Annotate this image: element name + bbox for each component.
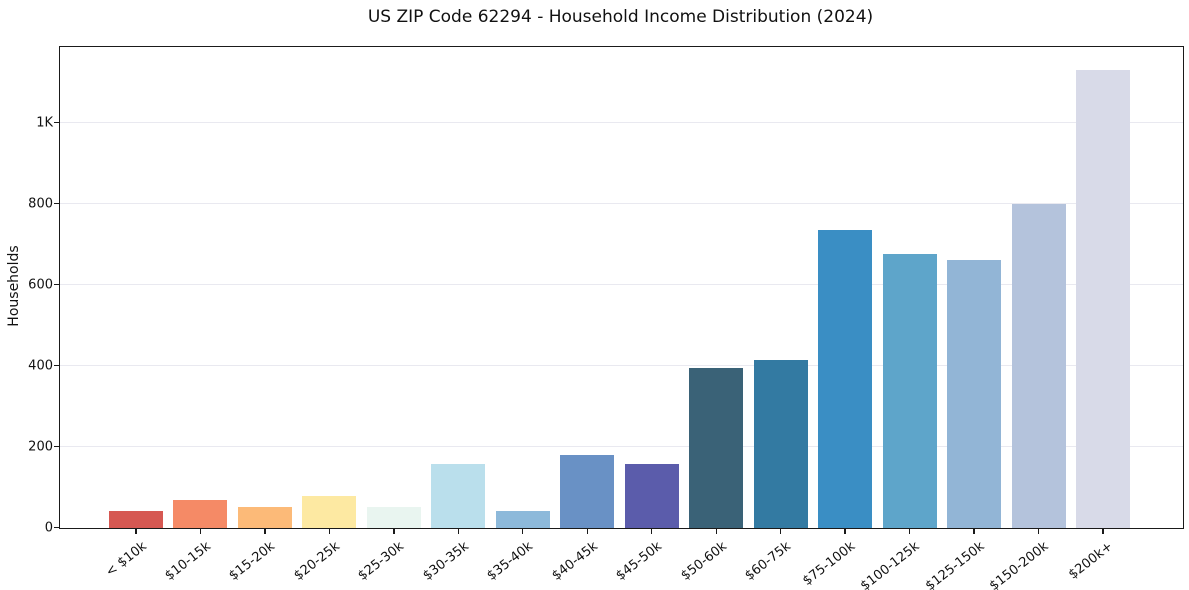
- x-tick-label-2: $10-15k: [162, 539, 214, 584]
- x-tick-mark-3: [264, 529, 266, 534]
- bar-100-125k: [882, 253, 937, 528]
- bar-35-40k: [495, 511, 550, 528]
- x-tick-label-12: $75-100k: [800, 539, 859, 589]
- x-tick-label-16: $200k+: [1066, 539, 1117, 583]
- y-tick-mark-0: [54, 526, 59, 528]
- x-tick-mark-9: [651, 529, 653, 534]
- x-tick-mark-11: [779, 529, 782, 534]
- x-tick-label-9: $45-50k: [613, 539, 665, 584]
- x-tick-label-15: $150-200k: [987, 539, 1052, 590]
- bar-150-200k: [1011, 204, 1066, 528]
- y-tick-label-400: 400: [28, 358, 53, 374]
- gridline-1K: [60, 122, 1183, 124]
- x-tick-mark-8: [586, 529, 588, 534]
- x-tick-mark-15: [1037, 529, 1040, 534]
- x-tick-label-4: $20-25k: [291, 539, 343, 584]
- x-tick-label-13: $100-125k: [858, 539, 923, 590]
- y-axis-label: Households: [6, 245, 22, 327]
- bar-75-100k: [818, 229, 873, 528]
- gridline-800: [60, 203, 1183, 205]
- x-tick-mark-12: [844, 529, 846, 534]
- x-tick-label-3: $15-20k: [226, 539, 279, 584]
- bar-10k: [109, 511, 163, 528]
- x-tick-mark-16: [1102, 529, 1104, 534]
- y-tick-label-200: 200: [28, 439, 53, 455]
- x-tick-label-11: $60-75k: [742, 539, 794, 584]
- bar-10-15k: [173, 500, 228, 528]
- bar-125-150k: [947, 260, 1002, 528]
- y-tick-label-800: 800: [28, 196, 53, 212]
- y-tick-mark-1K: [54, 121, 59, 124]
- y-tick-label-600: 600: [28, 277, 53, 293]
- y-tick-mark-400: [54, 364, 59, 367]
- gridline-200: [60, 446, 1183, 448]
- x-tick-label-5: $25-30k: [355, 539, 408, 584]
- plot-area: 0 200 400 600 800 1K < $10k $10-15k $15-20k $20-2…: [28, 46, 1184, 590]
- x-tick-mark-7: [522, 529, 524, 534]
- x-tick-mark-6: [457, 529, 460, 534]
- x-tick-label-10: $50-60k: [677, 539, 730, 584]
- x-tick-label-7: $35-40k: [484, 539, 537, 584]
- bar-30-35k: [431, 464, 486, 528]
- bar-45-50k: [624, 464, 679, 528]
- y-tick-mark-800: [54, 202, 59, 205]
- gridline-400: [60, 365, 1183, 367]
- bar-20-25k: [302, 495, 357, 528]
- y-tick-mark-600: [54, 283, 59, 286]
- chart-title: US ZIP Code 62294 - Household Income Dis…: [367, 7, 874, 27]
- x-tick-mark-10: [715, 529, 717, 534]
- x-tick-label-8: $40-45k: [549, 539, 601, 584]
- bar-15-20k: [237, 506, 292, 528]
- x-tick-mark-5: [393, 529, 395, 534]
- y-tick-mark-200: [54, 445, 59, 448]
- y-tick-label-0: 0: [44, 520, 53, 536]
- x-tick-label-1: < $10k: [102, 539, 150, 580]
- x-tick-mark-2: [199, 529, 202, 534]
- x-tick-mark-13: [908, 529, 911, 534]
- bar-200k: [1076, 70, 1130, 528]
- y-tick-label-1K: 1K: [36, 115, 53, 131]
- x-tick-label-14: $125-150k: [922, 539, 988, 590]
- bar-60-75k: [753, 359, 808, 528]
- bar-25-30k: [366, 506, 421, 528]
- gridline-600: [60, 284, 1183, 286]
- bar-40-45k: [560, 454, 615, 528]
- x-tick-mark-14: [973, 529, 975, 534]
- x-tick-label-6: $30-35k: [420, 539, 472, 584]
- bar-50-60k: [689, 367, 744, 528]
- x-tick-mark-1: [135, 529, 137, 534]
- x-tick-mark-4: [328, 529, 331, 534]
